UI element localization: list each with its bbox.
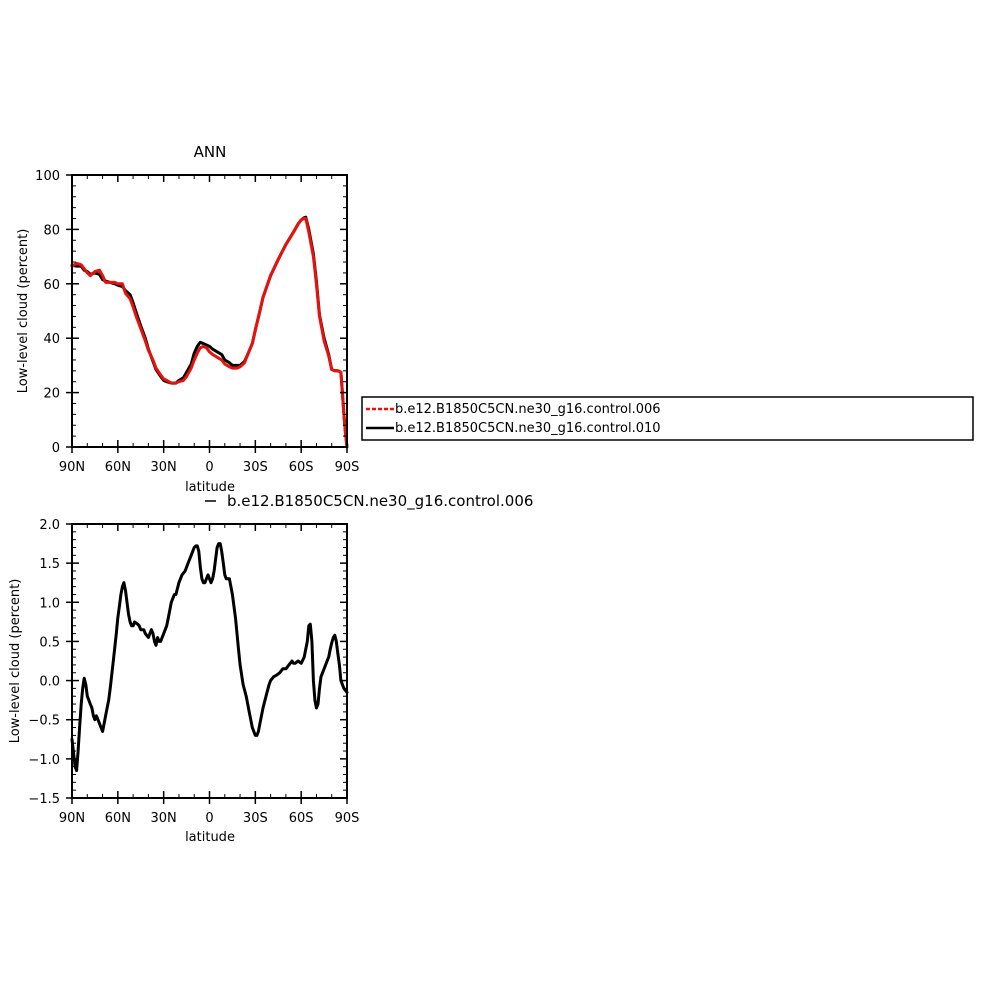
bottom-panel: b.e12.B1850C5CN.ne30_g16.control.006 −1.… [8, 492, 533, 845]
x-tick-label: 90N [59, 460, 85, 475]
x-tick-label: 60S [289, 811, 314, 826]
y-tick-label: −1.0 [28, 753, 60, 768]
y-tick-label: 0 [52, 441, 60, 456]
bottom-series-group [70, 542, 349, 773]
x-tick-label: 0 [205, 460, 213, 475]
x-tick-label: 60N [105, 811, 131, 826]
x-tick-label: 90N [59, 811, 85, 826]
bottom-x-axis-label: latitude [185, 830, 235, 845]
x-tick-label: 30N [151, 460, 177, 475]
bottom-chart-title: b.e12.B1850C5CN.ne30_g16.control.006 [227, 492, 533, 511]
x-tick-label: 30S [243, 460, 268, 475]
series-line-1-0 [70, 542, 349, 773]
x-tick-label: 60S [289, 460, 314, 475]
legend: b.e12.B1850C5CN.ne30_g16.control.006 b.e… [361, 396, 974, 441]
y-tick-label: 100 [35, 169, 60, 184]
legend-label-control-010: b.e12.B1850C5CN.ne30_g16.control.010 [395, 421, 661, 436]
top-chart-title: ANN [194, 143, 227, 161]
bottom-x-axis: 90N 60N 30N 0 30S 60S 90S [59, 524, 360, 826]
y-tick-label: 80 [43, 223, 60, 238]
legend-label-control-006: b.e12.B1850C5CN.ne30_g16.control.006 [395, 402, 661, 417]
y-tick-label: 0.0 [39, 675, 60, 690]
x-tick-label: 60N [105, 460, 131, 475]
top-y-axis-label: Low-level cloud (percent) [16, 229, 31, 394]
y-tick-label: 2.0 [39, 518, 60, 533]
legend-box [361, 396, 974, 441]
series-line-0-1 [70, 215, 349, 449]
y-tick-label: 1.5 [39, 557, 60, 572]
x-tick-label: 30S [243, 811, 268, 826]
y-tick-label: −0.5 [28, 714, 60, 729]
top-y-axis: 0 20 40 60 80 100 [35, 169, 347, 456]
x-tick-label: 90S [335, 811, 360, 826]
x-tick-label: 0 [205, 811, 213, 826]
bottom-y-axis: −1.5 −1.0 −0.5 0.0 0.5 1.0 1.5 2.0 [28, 518, 347, 807]
y-tick-label: 1.0 [39, 596, 60, 611]
y-tick-label: 20 [43, 387, 60, 402]
bottom-y-axis-label: Low-level cloud (percent) [8, 579, 23, 744]
top-x-axis-label: latitude [185, 480, 235, 495]
y-tick-label: 40 [43, 332, 60, 347]
y-tick-label: 0.5 [39, 635, 60, 650]
top-series-group [70, 215, 349, 449]
y-tick-label: −1.5 [28, 792, 60, 807]
x-tick-label: 90S [335, 460, 360, 475]
y-tick-label: 60 [43, 278, 60, 293]
x-tick-label: 30N [151, 811, 177, 826]
series-line-0-0 [70, 217, 349, 449]
top-panel: ANN 0 20 40 60 80 100 90N 60N 30N 0 30S 60S 90S lat… [16, 143, 359, 495]
top-x-axis: 90N 60N 30N 0 30S 60S 90S [59, 175, 360, 475]
